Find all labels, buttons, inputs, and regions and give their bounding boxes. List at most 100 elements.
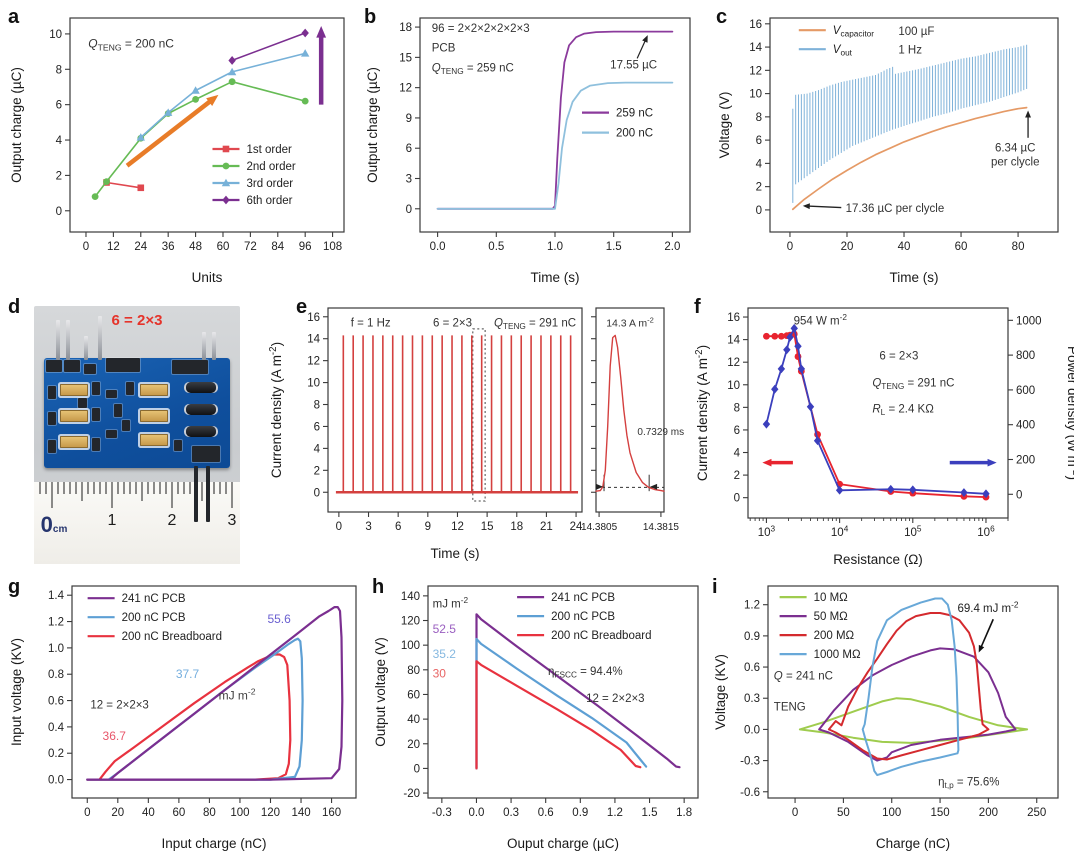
svg-text:14.3 A m-2: 14.3 A m-2 [606, 315, 654, 329]
pcb-component [48, 440, 56, 453]
svg-text:Ouput charge (µC): Ouput charge (µC) [507, 836, 619, 851]
svg-text:8: 8 [314, 400, 320, 412]
svg-text:96 = 2×2×2×2×2×3: 96 = 2×2×2×2×2×3 [432, 23, 530, 35]
svg-text:84: 84 [271, 241, 284, 253]
pcb-component [64, 360, 80, 372]
svg-text:50 MΩ: 50 MΩ [814, 611, 849, 623]
pcb-component [92, 382, 100, 395]
svg-text:mJ m-2: mJ m-2 [219, 687, 256, 703]
pcb-component [194, 466, 198, 522]
svg-text:14: 14 [727, 335, 740, 347]
svg-text:-0.3: -0.3 [432, 807, 452, 819]
svg-text:2.0: 2.0 [664, 241, 680, 253]
svg-text:12: 12 [307, 356, 320, 368]
svg-text:200 nC PCB: 200 nC PCB [122, 612, 186, 624]
svg-text:12: 12 [749, 65, 762, 77]
svg-text:Current density (A m-2): Current density (A m-2) [694, 345, 710, 481]
svg-text:35.2: 35.2 [433, 647, 457, 661]
svg-text:50: 50 [837, 807, 850, 819]
chart-h-svg: -0.3 0.0 0.3 0.6 0.9 1.2 1.5 1.8 -20 0 20 40 60 80 100… [373, 585, 699, 851]
svg-text:200 nC: 200 nC [616, 128, 653, 140]
chart-e-main: 0 3 6 9 12 15 18 21 24 0 2 4 6 8 10 12 14 16 Time (s) Curre… [266, 296, 586, 566]
svg-text:20: 20 [407, 739, 420, 751]
svg-text:10: 10 [727, 380, 740, 392]
svg-text:6 = 2×3: 6 = 2×3 [433, 317, 472, 329]
svg-text:4: 4 [756, 158, 763, 170]
pcb-component [186, 404, 216, 415]
svg-text:18: 18 [510, 521, 523, 533]
ruler-ticks [39, 482, 233, 508]
svg-text:104: 104 [831, 525, 849, 539]
svg-text:6: 6 [314, 421, 320, 433]
series-10 MΩ [798, 697, 1029, 744]
svg-text:12 = 2×2×3: 12 = 2×2×3 [586, 693, 645, 705]
pcb-component [84, 336, 88, 360]
svg-text:250: 250 [1027, 807, 1046, 819]
panel-f: f 103 104 105 106 0 2 4 6 8 10 12 14 16 0 200 400 600 800… [692, 296, 1074, 572]
svg-text:0.3: 0.3 [744, 693, 760, 705]
svg-text:48: 48 [189, 241, 202, 253]
svg-text:Input voltage (KV): Input voltage (KV) [9, 638, 24, 746]
pcb-component [106, 430, 117, 438]
ruler-unit: cm [52, 524, 68, 535]
chart-c: 0 20 40 60 80 0 2 4 6 8 10 12 14 16 Time (s) Voltage (V… [714, 6, 1070, 290]
svg-text:6: 6 [406, 143, 412, 155]
svg-text:8: 8 [56, 64, 62, 76]
svg-text:12: 12 [727, 357, 740, 369]
svg-text:17.36 µC per clycle: 17.36 µC per clycle [846, 203, 945, 215]
svg-text:3: 3 [365, 521, 371, 533]
svg-text:mJ m-2: mJ m-2 [433, 596, 469, 610]
series-200 MΩ [827, 612, 990, 761]
svg-text:0: 0 [84, 807, 90, 819]
svg-text:2: 2 [756, 182, 762, 194]
pcb-component [48, 386, 56, 399]
svg-text:0.6: 0.6 [538, 807, 554, 819]
series-single pulse [595, 334, 665, 492]
panel-d: d 6 = 2×3 0cm 1 2 3 [6, 296, 264, 572]
svg-text:55.6: 55.6 [267, 612, 291, 626]
svg-text:12: 12 [107, 241, 120, 253]
panel-i-label: i [712, 576, 718, 598]
svg-text:Units: Units [192, 270, 223, 285]
svg-text:100: 100 [401, 640, 420, 652]
svg-text:ηt,p = 75.6%: ηt,p = 75.6% [938, 776, 999, 790]
series-50 MΩ [818, 647, 1017, 762]
pcb-component [122, 420, 130, 431]
svg-text:16: 16 [727, 312, 740, 324]
svg-text:PCB: PCB [432, 42, 456, 54]
svg-text:21: 21 [540, 521, 553, 533]
svg-text:0.0: 0.0 [744, 724, 760, 736]
svg-text:QTENG = 291 nC: QTENG = 291 nC [494, 317, 576, 331]
svg-text:TENG: TENG [774, 702, 806, 714]
svg-text:96: 96 [299, 241, 312, 253]
pcb-component [84, 364, 96, 374]
svg-text:Output charge (µC): Output charge (µC) [9, 67, 24, 183]
series-200 nC PCB [475, 637, 648, 770]
svg-text:69.4 mJ m-2: 69.4 mJ m-2 [957, 600, 1018, 614]
svg-text:17.55 µC: 17.55 µC [610, 59, 657, 71]
svg-text:0: 0 [83, 241, 89, 253]
svg-text:0.3: 0.3 [503, 807, 519, 819]
svg-text:1st order: 1st order [246, 144, 292, 156]
svg-text:103: 103 [758, 525, 776, 539]
svg-text:24: 24 [134, 241, 147, 253]
chart-f-svg: 103 104 105 106 0 2 4 6 8 10 12 14 16 0 200 400 600 800 10… [694, 307, 1074, 567]
panel-f-label: f [694, 296, 701, 318]
svg-text:12: 12 [399, 83, 412, 95]
svg-text:QTENG = 259 nC: QTENG = 259 nC [432, 62, 514, 76]
svg-text:Vout: Vout [833, 44, 853, 58]
svg-text:105: 105 [904, 525, 922, 539]
pcb-component [60, 436, 88, 448]
svg-text:0.2: 0.2 [48, 748, 64, 760]
series-6th order [231, 32, 307, 62]
svg-text:120: 120 [401, 616, 420, 628]
pcb-component [60, 410, 88, 422]
chart-f: 103 104 105 106 0 2 4 6 8 10 12 14 16 0 200 400 600 800 10… [692, 296, 1074, 572]
svg-text:0.8: 0.8 [48, 669, 64, 681]
chart-c-svg: 0 20 40 60 80 0 2 4 6 8 10 12 14 16 Time (s) Voltage (V… [717, 17, 1059, 285]
panel-e: e 0 3 6 9 12 15 18 21 24 0 2 4 6 8 10 12 14 16 Time (s) Cur… [266, 296, 692, 572]
svg-text:24: 24 [570, 521, 583, 533]
pcb-component [92, 438, 100, 451]
svg-text:1 Hz: 1 Hz [898, 44, 922, 56]
ruler-number-0: 0cm [41, 512, 68, 538]
